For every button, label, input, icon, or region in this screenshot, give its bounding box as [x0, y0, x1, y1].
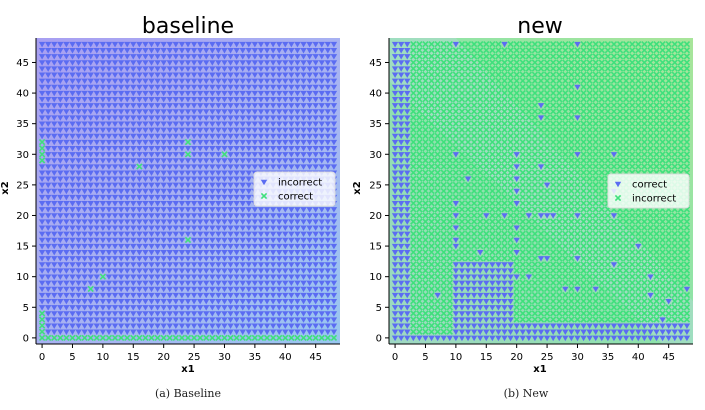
x-tick-label: 35 — [602, 352, 615, 363]
caption-baseline: (a) Baseline — [154, 387, 222, 400]
y-tick-label: 10 — [369, 272, 382, 283]
x-tick-label: 30 — [218, 352, 231, 363]
x-tick-label: 35 — [249, 352, 262, 363]
x-tick-label: 5 — [422, 352, 428, 363]
y-tick-label: 0 — [23, 333, 29, 344]
caption-new: (b) New — [503, 387, 549, 400]
x-tick-label: 0 — [39, 352, 45, 363]
baseline-chart: 0 5 10 15 20 25 30 35 40 45 0 5 10 15 20 25 30 35 40 45 bas… — [0, 14, 340, 375]
x-tick-label: 45 — [309, 352, 322, 363]
x-tick-label: 25 — [188, 352, 201, 363]
y-tick-label: 0 — [376, 333, 382, 344]
y-tick-label: 40 — [369, 89, 382, 100]
x-tick-label: 15 — [127, 352, 140, 363]
y-tick-label: 25 — [369, 180, 382, 191]
legend-label: incorrect — [632, 194, 676, 205]
y-tick-label: 5 — [23, 303, 29, 314]
x-axis-label: x1 — [181, 364, 194, 375]
y-tick-label: 10 — [16, 272, 29, 283]
legend-box — [607, 173, 690, 209]
y-tick-label: 30 — [369, 150, 382, 161]
legend-label: incorrect — [278, 178, 322, 189]
legend: correct incorrect — [607, 173, 690, 209]
x-tick-label: 45 — [662, 352, 675, 363]
y-tick-label: 35 — [369, 119, 382, 130]
y-axis-label: x2 — [352, 181, 363, 194]
x-tick-label: 10 — [450, 352, 463, 363]
y-tick-label: 30 — [16, 150, 29, 161]
legend-label: correct — [632, 180, 667, 191]
x-tick-label: 40 — [632, 352, 645, 363]
y-tick-label: 5 — [376, 303, 382, 314]
y-tick-label: 20 — [369, 211, 382, 222]
legend: incorrect correct — [253, 171, 336, 207]
y-tick-label: 20 — [16, 211, 29, 222]
x-tick-label: 20 — [510, 352, 523, 363]
new-chart: 0 5 10 15 20 25 30 35 40 45 0 5 10 15 20 25 30 35 40 45 new… — [352, 14, 693, 375]
chart-title: baseline — [142, 14, 234, 39]
y-tick-label: 15 — [369, 242, 382, 253]
y-tick-label: 25 — [16, 180, 29, 191]
x-tick-label: 40 — [279, 352, 292, 363]
y-axis-label: x2 — [0, 181, 11, 194]
y-tick-label: 40 — [16, 89, 29, 100]
x-tick-label: 25 — [541, 352, 554, 363]
legend-box — [253, 171, 336, 207]
y-tick-label: 35 — [16, 119, 29, 130]
x-tick-label: 0 — [392, 352, 398, 363]
chart-title: new — [517, 14, 562, 39]
figure-svg: 0 5 10 15 20 25 30 35 40 45 0 5 10 15 20 25 30 35 40 45 bas… — [0, 14, 693, 375]
y-tick-label: 45 — [369, 58, 382, 69]
x-tick-label: 5 — [69, 352, 75, 363]
x-tick-label: 20 — [157, 352, 170, 363]
legend-label: correct — [278, 192, 313, 203]
x-tick-label: 15 — [480, 352, 493, 363]
y-tick-label: 15 — [16, 242, 29, 253]
x-tick-label: 10 — [97, 352, 110, 363]
x-tick-label: 30 — [571, 352, 584, 363]
y-tick-label: 45 — [16, 58, 29, 69]
x-axis-label: x1 — [533, 364, 546, 375]
